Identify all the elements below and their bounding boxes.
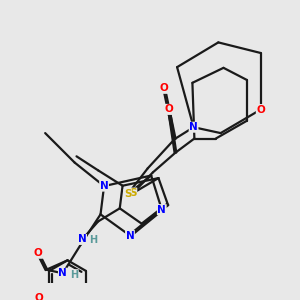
Text: O: O bbox=[165, 104, 173, 114]
Text: O: O bbox=[160, 83, 169, 93]
Text: N: N bbox=[126, 231, 134, 241]
Text: O: O bbox=[256, 104, 265, 115]
Text: S: S bbox=[129, 188, 137, 198]
Text: N: N bbox=[189, 122, 198, 132]
Text: S: S bbox=[124, 189, 131, 199]
Text: O: O bbox=[35, 293, 44, 300]
Text: O: O bbox=[34, 248, 43, 258]
Text: H: H bbox=[89, 235, 97, 245]
Text: N: N bbox=[58, 268, 67, 278]
Text: N: N bbox=[158, 205, 166, 215]
Text: H: H bbox=[70, 270, 78, 280]
Text: N: N bbox=[78, 234, 86, 244]
Text: N: N bbox=[100, 181, 108, 191]
